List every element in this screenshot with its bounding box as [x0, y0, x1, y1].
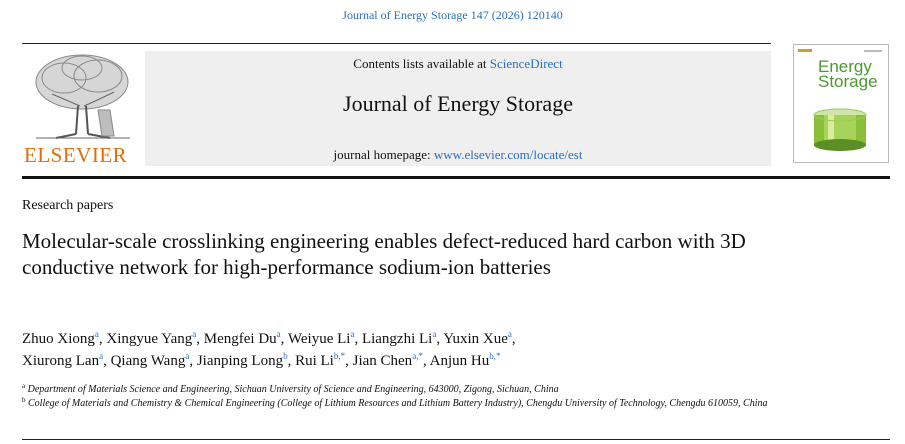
author-separator: , — [436, 331, 444, 347]
elsevier-logo[interactable]: ELSEVIER — [22, 50, 142, 168]
affiliation-label: b — [22, 396, 26, 404]
author-separator: , — [98, 331, 107, 347]
author-affiliation-marker[interactable]: b,* — [333, 351, 346, 361]
author-name: Jian Chen — [352, 353, 413, 369]
author-name: Zhuo Xiong — [22, 331, 95, 347]
author[interactable]: Rui Lib,*, — [295, 351, 353, 370]
author-name: Rui Li — [295, 353, 334, 369]
author-affiliation-marker[interactable]: a — [507, 329, 512, 339]
journal-title: Journal of Energy Storage — [343, 91, 573, 116]
article-type: Research papers — [22, 198, 114, 213]
author[interactable]: Weiyue Lia, — [287, 329, 362, 348]
masthead-divider — [22, 176, 890, 179]
header-divider — [22, 43, 771, 44]
journal-citation[interactable]: Journal of Energy Storage 147 (2026) 120… — [342, 8, 563, 22]
homepage-line: journal homepage: www.elsevier.com/locat… — [145, 147, 771, 163]
author-list: Zhuo Xionga, Xingyue Yanga, Mengfei Dua,… — [22, 328, 882, 372]
author-separator: , — [196, 331, 204, 347]
affiliation-b: b College of Materials and Chemistry & C… — [22, 397, 782, 411]
author-name: Qiang Wang — [110, 353, 186, 369]
journal-cover-thumbnail[interactable]: Energy Storage — [793, 44, 889, 163]
author-name: Jianping Long — [196, 353, 284, 369]
author-separator: , — [511, 331, 516, 347]
author-separator: , — [345, 353, 353, 369]
author-name: Anjun Hu — [429, 353, 490, 369]
author-affiliation-marker[interactable]: a — [432, 329, 437, 339]
author-affiliation-marker[interactable]: a — [185, 351, 190, 361]
cover-line-2: Storage — [818, 72, 878, 91]
author-affiliation-marker[interactable]: a — [192, 329, 197, 339]
section-divider — [22, 439, 890, 440]
cover-journal-name: Energy Storage — [818, 57, 888, 91]
affiliations: a Department of Materials Science and En… — [22, 383, 782, 411]
author-name: Weiyue Li — [287, 331, 351, 347]
author[interactable]: Zhuo Xionga, — [22, 329, 107, 348]
affiliation-text: Department of Materials Science and Engi… — [27, 384, 559, 395]
author-affiliation-marker[interactable]: b — [283, 351, 288, 361]
author[interactable]: Jian Chena,*, — [352, 351, 430, 370]
journal-banner: Contents lists available at ScienceDirec… — [145, 51, 771, 166]
author-separator: , — [103, 353, 111, 369]
sciencedirect-link[interactable]: ScienceDirect — [489, 56, 563, 71]
author-affiliation-marker[interactable]: b,* — [489, 351, 501, 361]
author-affiliation-marker[interactable]: a — [350, 329, 355, 339]
author[interactable]: Xingyue Yanga, — [106, 329, 204, 348]
affiliation-text: College of Materials and Chemistry & Che… — [28, 398, 768, 409]
author-name: Mengfei Du — [203, 331, 277, 347]
author-name: Xiurong Lan — [22, 353, 100, 369]
author[interactable]: Xiurong Lana, — [22, 351, 111, 370]
article-title: Molecular-scale crosslinking engineering… — [22, 229, 746, 279]
author[interactable]: Anjun Hub,* — [429, 351, 501, 370]
author[interactable]: Jianping Longb, — [196, 351, 296, 370]
author-separator: , — [280, 331, 288, 347]
homepage-prefix: journal homepage: — [333, 147, 434, 162]
contents-line: Contents lists available at ScienceDirec… — [145, 56, 771, 72]
author-name: Xingyue Yang — [106, 331, 193, 347]
elsevier-tree-icon — [35, 54, 130, 139]
author[interactable]: Qiang Wanga, — [110, 351, 197, 370]
author-separator: , — [287, 353, 296, 369]
author-affiliation-marker[interactable]: a — [276, 329, 281, 339]
cover-line-1: Energy — [818, 57, 872, 76]
author[interactable]: Yuxin Xuea, — [443, 329, 516, 348]
author[interactable]: Mengfei Dua, — [203, 329, 288, 348]
affiliation-a: a Department of Materials Science and En… — [22, 383, 782, 397]
author-affiliation-marker[interactable]: a,* — [412, 351, 423, 361]
journal-homepage-link[interactable]: www.elsevier.com/locate/est — [433, 147, 583, 162]
publisher-name: ELSEVIER — [24, 143, 128, 167]
author-name: Yuxin Xue — [443, 331, 508, 347]
author-affiliation-marker[interactable]: a — [99, 351, 104, 361]
author-affiliation-marker[interactable]: a — [94, 329, 99, 339]
author[interactable]: Liangzhi Lia, — [361, 329, 444, 348]
author-separator: , — [422, 353, 430, 369]
author-separator: , — [354, 331, 362, 347]
contents-prefix: Contents lists available at — [353, 56, 490, 71]
author-separator: , — [189, 353, 197, 369]
author-name: Liangzhi Li — [361, 331, 433, 347]
affiliation-label: a — [22, 382, 26, 390]
journal-cover-icon — [798, 49, 882, 151]
